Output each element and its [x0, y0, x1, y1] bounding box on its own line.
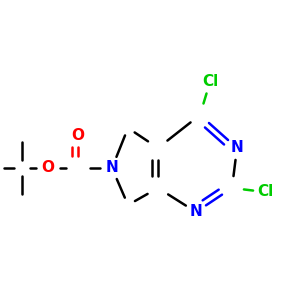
Text: O: O — [41, 160, 55, 175]
Text: Cl: Cl — [257, 184, 273, 200]
Text: N: N — [190, 205, 202, 220]
Text: N: N — [106, 160, 118, 175]
Text: O: O — [71, 128, 85, 142]
Text: N: N — [231, 140, 243, 155]
Text: Cl: Cl — [202, 74, 218, 89]
